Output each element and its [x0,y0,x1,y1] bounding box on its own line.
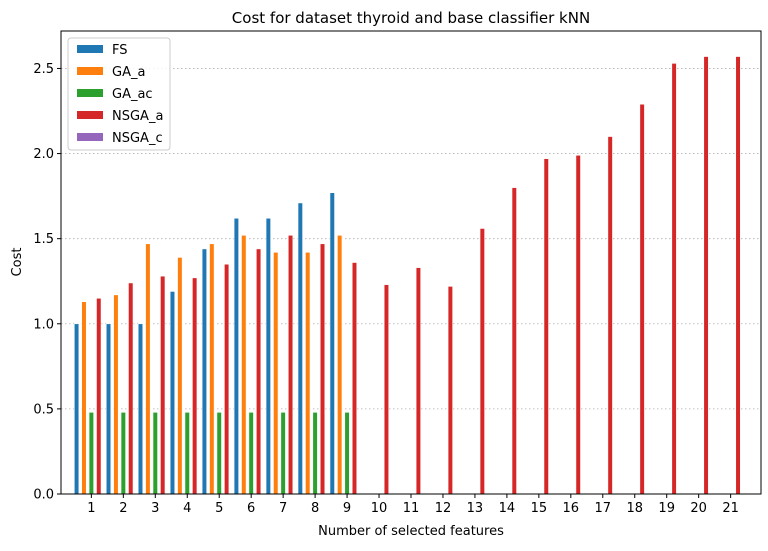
x-tick-label: 9 [343,501,351,516]
bar-nsga-a [319,243,326,495]
x-tick-label: 2 [119,501,127,516]
bar-fs [297,202,303,495]
x-tick-label: 14 [499,501,516,516]
legend-label: FS [112,43,128,58]
chart-title: Cost for dataset thyroid and base classi… [232,9,590,27]
legend-label: NSGA_a [112,109,163,124]
bar-nsga-a [735,56,741,495]
bar-ga-ac [248,411,254,495]
x-axis: 1 2 3 4 5 6 7 8 9 10 11 12 13 14 15 16 17 18 19 20 21 [87,494,739,516]
bar-fs [201,248,208,495]
x-tick-label: 16 [563,501,580,516]
bar-nsga-a [255,248,262,495]
x-tick-label: 17 [595,501,612,516]
x-tick-label: 21 [722,501,739,516]
bar-nsga-a [671,63,677,495]
x-tick-label: 10 [371,501,388,516]
bar-ga-ac [184,411,190,495]
bar-fs [137,323,144,495]
legend-swatch [77,67,103,75]
bar-ga-a [145,243,151,495]
bar-nsga-a [639,103,645,495]
x-tick-label: 18 [626,501,643,516]
bar-nsga-a [479,228,485,495]
bar-nsga-a [128,282,134,495]
x-tick-label: 20 [690,501,707,516]
bar-ga-a [273,251,279,495]
x-tick-label: 1 [87,501,95,516]
y-tick-label: 2.0 [33,147,54,162]
bar-ga-a [209,243,215,495]
legend-swatch [77,111,103,119]
y-axis-label: Cost [10,248,25,277]
bar-ga-ac [88,411,94,495]
bar-ga-a [337,234,343,495]
legend-swatch [77,89,103,97]
bar-ga-ac [280,411,286,495]
bar-fs [265,217,271,495]
bar-nsga-a [447,286,453,495]
bar-ga-ac [344,411,350,495]
bar-nsga-a [415,267,422,495]
bars [73,56,741,495]
x-tick-label: 4 [183,501,191,516]
bar-ga-a [81,301,87,495]
x-tick-label: 8 [311,501,319,516]
legend-label: NSGA_c [112,131,163,146]
y-tick-label: 2.5 [33,62,54,77]
bar-nsga-a [96,297,102,495]
bar-ga-ac [120,411,126,495]
y-tick-label: 0.5 [33,402,54,417]
x-tick-label: 5 [215,501,223,516]
bar-fs [73,323,80,495]
bar-nsga-a [383,284,390,495]
bar-nsga-a [703,56,709,495]
legend-label: GA_a [112,65,145,80]
bar-ga-a [177,257,183,495]
y-tick-label: 1.0 [33,317,54,332]
x-tick-label: 7 [279,501,287,516]
legend: FS GA_a GA_ac NSGA_a NSGA_c [67,37,171,151]
bar-ga-ac [216,411,222,495]
x-tick-label: 3 [151,501,159,516]
x-tick-label: 11 [403,501,420,516]
bar-nsga-a [224,263,230,495]
bar-nsga-a [575,154,581,495]
bar-ga-a [241,234,247,495]
bar-nsga-a [607,136,613,495]
bar-nsga-a [192,277,198,495]
bar-nsga-a [511,187,517,495]
bar-ga-ac [312,411,318,495]
bar-ga-a [113,294,119,495]
bar-nsga-a [287,234,294,495]
bar-nsga-a [543,158,549,495]
x-tick-label: 15 [531,501,548,516]
legend-box [67,37,171,151]
x-axis-label: Number of selected features [318,524,504,539]
x-tick-label: 6 [247,501,255,516]
bar-fs [105,323,112,495]
bar-fs [233,217,239,495]
legend-label: GA_ac [112,87,153,102]
legend-swatch [77,133,103,141]
y-tick-label: 0.0 [33,488,54,503]
bar-ga-a [305,251,311,495]
y-axis: 0.0 0.5 1.0 1.5 2.0 2.5 [33,62,61,503]
x-tick-label: 12 [435,501,452,516]
legend-swatch [77,45,103,53]
bar-nsga-a [351,262,358,495]
bar-ga-ac [152,411,158,495]
bar-fs [169,291,176,495]
x-tick-label: 19 [658,501,675,516]
y-tick-label: 1.5 [33,232,54,247]
bar-nsga-a [160,275,166,495]
bar-fs [329,192,335,495]
x-tick-label: 13 [467,501,484,516]
